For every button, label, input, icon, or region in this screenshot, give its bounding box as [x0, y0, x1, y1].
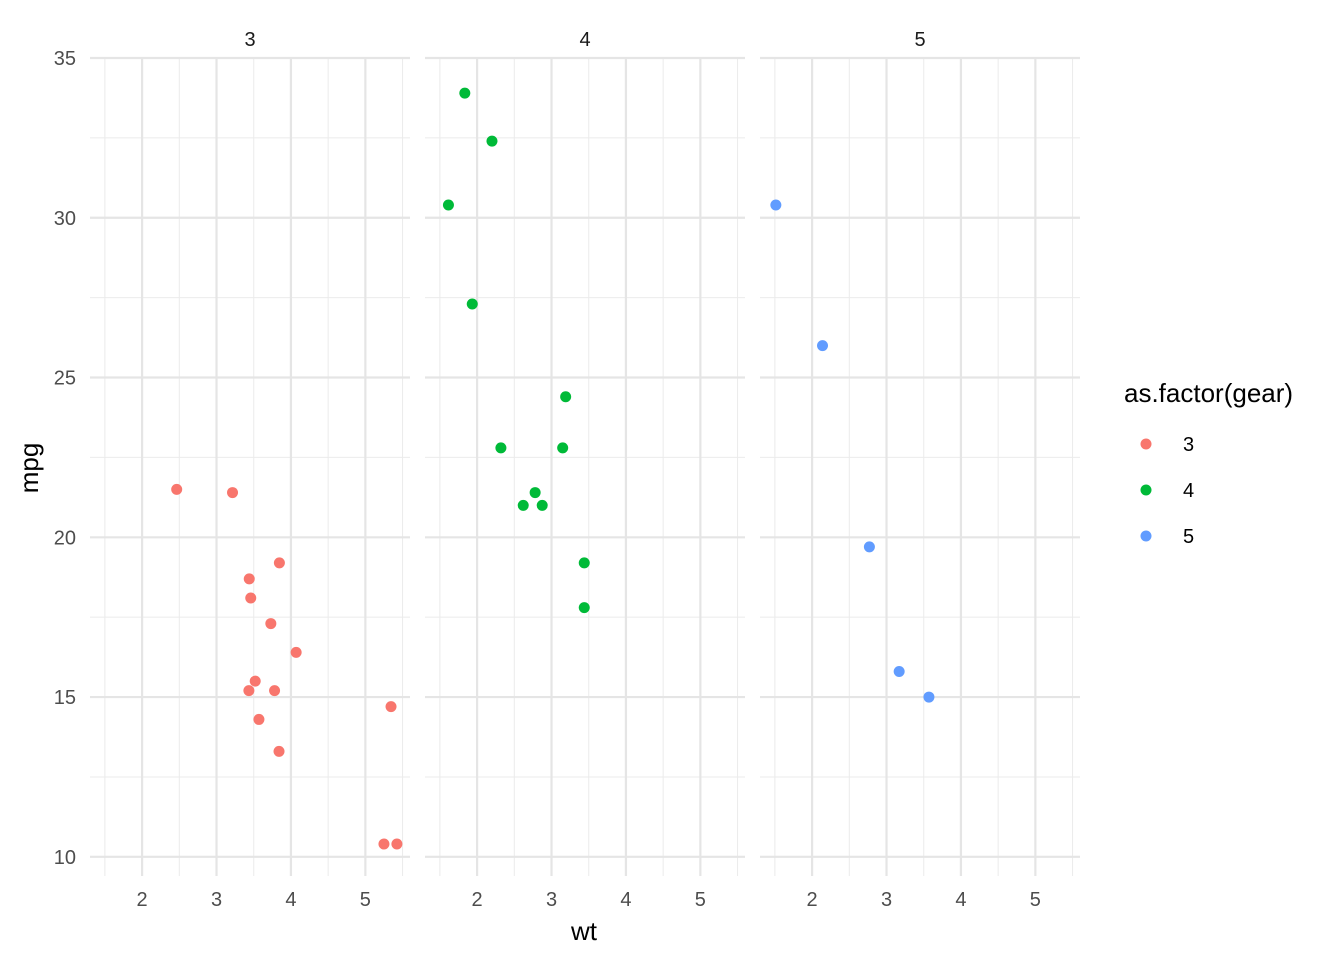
data-point [442, 199, 454, 211]
x-tick-label: 2 [472, 889, 483, 911]
legend-entries: 3 4 5 [1140, 434, 1194, 548]
legend: as.factor(gear) 3 4 5 [1124, 378, 1293, 548]
data-point [249, 675, 261, 687]
data-point [560, 391, 572, 403]
data-point [529, 487, 541, 499]
legend-label-5: 5 [1183, 526, 1194, 548]
data-point [171, 483, 183, 495]
facet-panel-5: 5 2 3 4 5 [760, 29, 1080, 911]
data-point [245, 592, 257, 604]
data-point [385, 701, 397, 713]
x-tick-label: 4 [955, 889, 966, 911]
data-point [459, 87, 471, 99]
data-point [243, 685, 255, 697]
x-tick-label: 2 [807, 889, 818, 911]
data-point [391, 838, 403, 850]
data-point [578, 602, 590, 614]
y-axis-title: mpg [14, 443, 44, 494]
x-tick-label: 4 [620, 889, 631, 911]
data-point [578, 557, 590, 569]
data-point [273, 745, 285, 757]
x-tick-label: 5 [1030, 889, 1041, 911]
data-point [817, 340, 829, 352]
x-tick-label: 3 [881, 889, 892, 911]
legend-key-3 [1140, 438, 1152, 450]
data-point [863, 541, 875, 553]
panels-layer: 3 2 3 4 5 4 2 3 4 5 5 2 3 4 5 10 15 20 25 30 35 [54, 29, 1080, 911]
y-tick-label: 20 [54, 527, 76, 549]
x-tick-label: 3 [546, 889, 557, 911]
facet-strip-label: 5 [914, 29, 925, 51]
legend-key-5 [1140, 530, 1152, 542]
facet-panel-4: 4 2 3 4 5 [425, 29, 745, 911]
facet-strip-label: 4 [579, 29, 590, 51]
y-tick-label: 15 [54, 687, 76, 709]
data-point [466, 298, 478, 310]
x-tick-label: 4 [285, 889, 296, 911]
x-tick-label: 2 [137, 889, 148, 911]
data-point [269, 685, 281, 697]
data-point [770, 199, 782, 211]
data-point [378, 838, 390, 850]
data-point [486, 135, 498, 147]
data-point [273, 557, 285, 569]
facet-strip-label: 3 [244, 29, 255, 51]
data-point [557, 442, 569, 454]
legend-label-4: 4 [1183, 480, 1194, 502]
data-point [290, 646, 302, 658]
y-tick-label: 35 [54, 48, 76, 70]
data-point [253, 713, 265, 725]
x-tick-label: 5 [695, 889, 706, 911]
x-tick-label: 3 [211, 889, 222, 911]
data-point [923, 691, 935, 703]
data-point [536, 499, 548, 511]
x-axis-title: wt [570, 916, 598, 946]
legend-title: as.factor(gear) [1124, 378, 1293, 408]
legend-key-4 [1140, 484, 1152, 496]
data-point [265, 618, 277, 630]
facet-panel-3: 3 2 3 4 5 [90, 29, 410, 911]
x-tick-label: 5 [360, 889, 371, 911]
y-tick-label: 30 [54, 208, 76, 230]
data-point [227, 487, 239, 499]
legend-label-3: 3 [1183, 434, 1194, 456]
data-point [893, 666, 905, 677]
y-tick-label: 10 [54, 847, 76, 869]
y-tick-label: 25 [54, 368, 76, 390]
data-point [495, 442, 507, 454]
data-point [243, 573, 255, 585]
data-point [517, 499, 529, 511]
